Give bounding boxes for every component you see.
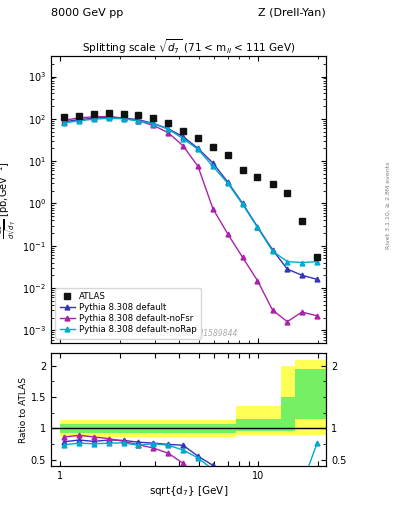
Pythia 8.308 default-noRap — [196, 146, 200, 153]
Pythia 8.308 default-noFsr — [166, 130, 171, 136]
Pythia 8.308 default-noFsr — [299, 309, 304, 315]
Pythia 8.308 default-noFsr — [181, 143, 185, 149]
Pythia 8.308 default-noFsr — [107, 114, 111, 120]
Line: Pythia 8.308 default-noRap: Pythia 8.308 default-noRap — [62, 116, 320, 265]
ATLAS — [77, 113, 82, 119]
ATLAS — [151, 115, 156, 121]
ATLAS — [240, 167, 245, 174]
Pythia 8.308 default — [136, 117, 141, 123]
Pythia 8.308 default-noRap — [181, 136, 185, 142]
Pythia 8.308 default — [92, 115, 96, 121]
Pythia 8.308 default — [315, 276, 320, 283]
ATLAS — [166, 120, 171, 126]
Line: Pythia 8.308 default: Pythia 8.308 default — [62, 115, 320, 282]
Pythia 8.308 default-noFsr — [270, 307, 275, 313]
ATLAS — [136, 112, 141, 118]
Pythia 8.308 default-noFsr — [285, 318, 290, 325]
Pythia 8.308 default-noFsr — [121, 115, 126, 121]
Y-axis label: Ratio to ATLAS: Ratio to ATLAS — [19, 377, 28, 442]
ATLAS — [196, 135, 200, 141]
Pythia 8.308 default-noFsr — [226, 231, 230, 237]
Pythia 8.308 default-noRap — [62, 120, 67, 126]
Text: 8000 GeV pp: 8000 GeV pp — [51, 8, 123, 18]
ATLAS — [211, 143, 215, 150]
Pythia 8.308 default-noFsr — [196, 163, 200, 169]
Pythia 8.308 default-noRap — [107, 115, 111, 121]
Pythia 8.308 default-noFsr — [151, 122, 156, 129]
Pythia 8.308 default-noFsr — [92, 114, 96, 120]
Line: ATLAS: ATLAS — [61, 110, 320, 260]
Pythia 8.308 default-noFsr — [240, 254, 245, 261]
ATLAS — [315, 253, 320, 260]
Pythia 8.308 default-noRap — [121, 116, 126, 122]
ATLAS — [285, 189, 290, 196]
ATLAS — [270, 181, 275, 187]
Pythia 8.308 default — [255, 224, 260, 230]
Pythia 8.308 default-noFsr — [62, 117, 67, 123]
Pythia 8.308 default-noRap — [240, 201, 245, 207]
Pythia 8.308 default — [211, 160, 215, 166]
Pythia 8.308 default — [77, 117, 82, 123]
Text: Z (Drell-Yan): Z (Drell-Yan) — [259, 8, 326, 18]
Pythia 8.308 default-noRap — [315, 259, 320, 265]
Y-axis label: $\frac{d\sigma}{d\sqrt{d_7}}$ [pb,GeV$^{-1}$]: $\frac{d\sigma}{d\sqrt{d_7}}$ [pb,GeV$^{… — [0, 161, 20, 239]
Pythia 8.308 default-noRap — [255, 224, 260, 230]
Pythia 8.308 default — [166, 126, 171, 132]
Title: Splitting scale $\sqrt{d_7}$ (71 < m$_{ll}$ < 111 GeV): Splitting scale $\sqrt{d_7}$ (71 < m$_{l… — [82, 37, 296, 56]
Pythia 8.308 default-noRap — [226, 180, 230, 186]
ATLAS — [299, 218, 304, 224]
ATLAS — [121, 111, 126, 117]
Pythia 8.308 default — [62, 119, 67, 125]
Pythia 8.308 default — [196, 145, 200, 152]
Line: Pythia 8.308 default-noFsr: Pythia 8.308 default-noFsr — [62, 114, 320, 324]
Pythia 8.308 default — [181, 134, 185, 140]
Legend: ATLAS, Pythia 8.308 default, Pythia 8.308 default-noFsr, Pythia 8.308 default-no: ATLAS, Pythia 8.308 default, Pythia 8.30… — [55, 288, 201, 339]
Text: ATLAS_2017_I1589844: ATLAS_2017_I1589844 — [151, 328, 238, 337]
Pythia 8.308 default-noRap — [136, 118, 141, 124]
Pythia 8.308 default — [121, 115, 126, 121]
Pythia 8.308 default — [226, 179, 230, 185]
ATLAS — [92, 111, 96, 117]
ATLAS — [107, 110, 111, 116]
Pythia 8.308 default — [240, 200, 245, 206]
Text: Rivet 3.1.10, ≥ 2.8M events: Rivet 3.1.10, ≥ 2.8M events — [386, 161, 391, 248]
Pythia 8.308 default-noFsr — [77, 115, 82, 121]
Pythia 8.308 default — [285, 266, 290, 272]
Pythia 8.308 default-noFsr — [136, 118, 141, 124]
Pythia 8.308 default-noRap — [299, 260, 304, 266]
ATLAS — [226, 152, 230, 158]
Pythia 8.308 default — [299, 272, 304, 279]
Pythia 8.308 default-noRap — [166, 126, 171, 132]
ATLAS — [181, 128, 185, 134]
Pythia 8.308 default-noRap — [285, 259, 290, 265]
Pythia 8.308 default-noRap — [211, 163, 215, 169]
Pythia 8.308 default — [270, 247, 275, 253]
X-axis label: sqrt{d$_7$} [GeV]: sqrt{d$_7$} [GeV] — [149, 483, 228, 498]
Pythia 8.308 default-noRap — [77, 118, 82, 124]
Pythia 8.308 default — [151, 120, 156, 126]
Pythia 8.308 default-noRap — [92, 116, 96, 122]
ATLAS — [62, 114, 67, 120]
Pythia 8.308 default-noFsr — [255, 278, 260, 284]
Pythia 8.308 default-noRap — [151, 120, 156, 126]
Pythia 8.308 default-noRap — [270, 248, 275, 254]
ATLAS — [255, 174, 260, 180]
Pythia 8.308 default — [107, 114, 111, 120]
Pythia 8.308 default-noFsr — [315, 313, 320, 319]
Pythia 8.308 default-noFsr — [211, 206, 215, 212]
